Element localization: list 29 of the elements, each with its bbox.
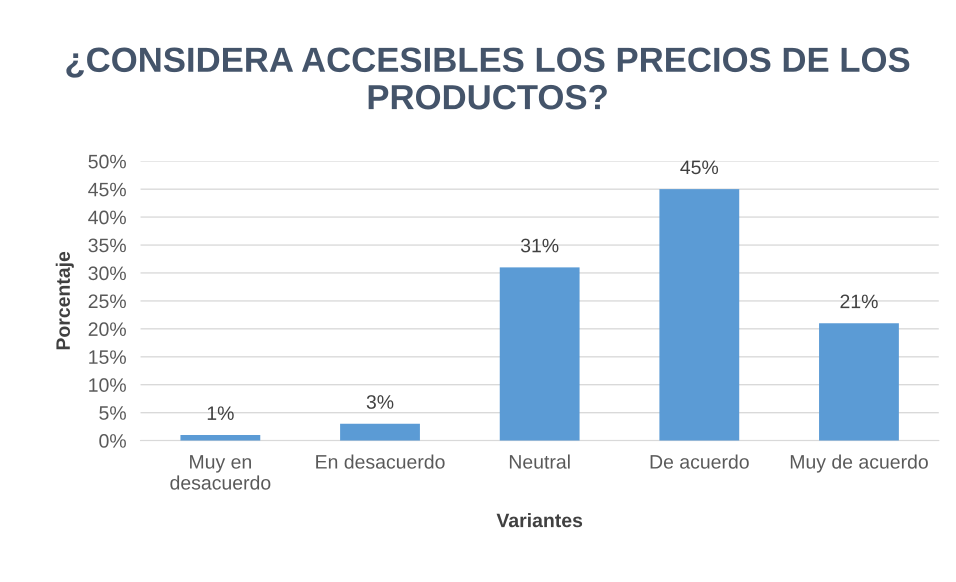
y-tick-label: 45% bbox=[88, 182, 126, 196]
bar bbox=[819, 323, 899, 441]
y-tick-label: 5% bbox=[99, 406, 126, 420]
data-label: 45% bbox=[680, 160, 718, 174]
data-label: 3% bbox=[366, 395, 394, 409]
bar bbox=[659, 189, 740, 441]
bar bbox=[180, 434, 260, 441]
bar bbox=[500, 267, 580, 441]
y-tick-label: 20% bbox=[88, 322, 126, 336]
y-tick-label: 40% bbox=[88, 210, 126, 224]
x-tick-label: Muy de acuerdo bbox=[790, 454, 928, 473]
data-label: 1% bbox=[208, 406, 234, 420]
x-axis-title: Variantes bbox=[496, 512, 582, 528]
chart-title: ¿CONSIDERA ACCESIBLES LOS PRECIOS DE LOS PRODUCTOS? bbox=[66, 48, 910, 110]
y-axis-title: Porcentaje bbox=[56, 252, 74, 350]
data-label: 21% bbox=[840, 294, 878, 308]
x-tick-label: Neutral bbox=[510, 454, 570, 469]
x-tick-label: En desacuerdo bbox=[316, 454, 445, 469]
bar bbox=[340, 424, 420, 441]
y-tick-label: 15% bbox=[89, 350, 126, 364]
data-label: 31% bbox=[520, 238, 558, 252]
y-tick-label: 50% bbox=[88, 154, 126, 168]
y-tick-label: 25% bbox=[88, 294, 126, 308]
y-tick-label: 0% bbox=[99, 434, 126, 448]
y-tick-label: 10% bbox=[89, 378, 126, 392]
x-tick-label: Muy en desacuerdo bbox=[170, 455, 270, 490]
y-tick-label: 30% bbox=[88, 266, 126, 280]
x-tick-label: De acuerdo bbox=[650, 454, 749, 469]
y-tick-label: 35% bbox=[88, 238, 126, 252]
